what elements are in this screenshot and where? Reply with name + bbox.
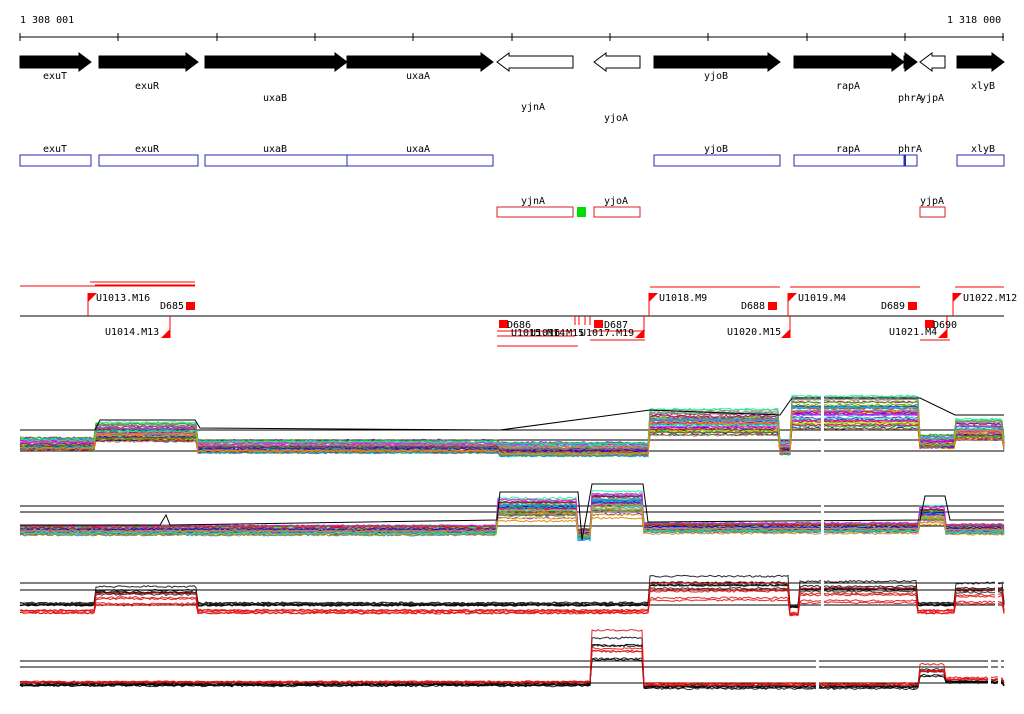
probe-label-lower: D690 [933, 320, 957, 331]
operon-label-exuT: exuT [43, 144, 67, 155]
gene-label-yjnA: yjnA [521, 102, 545, 113]
gene-label-exuT: exuT [43, 71, 67, 82]
gene-arrow-uxaA[interactable] [346, 52, 494, 72]
gene-arrow-yjoA[interactable] [593, 52, 641, 72]
operon-label-xlyB: xlyB [971, 144, 995, 155]
probe-label-lower: D687 [604, 320, 628, 331]
probe-label-lower: U1016.M15 [530, 328, 584, 339]
operon-label-uxaB: uxaB [263, 144, 287, 155]
expression-panel-1 [19, 394, 1005, 460]
probe-label-lower: D686 [507, 320, 531, 331]
operon-label-exuR: exuR [135, 144, 160, 155]
probe-label-upper: U1022.M12 [963, 293, 1017, 304]
probe-label-lower: U1021.M4 [889, 327, 937, 338]
coordinate-ruler: 1 308 001 1 318 000 [19, 15, 1004, 41]
probe-marker [186, 302, 195, 310]
gene-label-uxaB: uxaB [263, 93, 287, 104]
coord-end: 1 318 000 [947, 15, 1001, 26]
operon-label-yjoB: yjoB [704, 144, 728, 155]
gene-arrow-exuR[interactable] [98, 52, 199, 72]
operon-box-exuR[interactable] [98, 154, 199, 167]
operon-box-yjnA[interactable] [496, 206, 574, 218]
probe-marker [908, 302, 917, 310]
probe-label-lower: U1020.M15 [727, 327, 781, 338]
probe-marker [499, 320, 508, 328]
probe-label-upper: D689 [881, 301, 905, 312]
expression-panel-3 [19, 570, 1005, 620]
gene-label-yjoB: yjoB [704, 71, 728, 82]
gene-label-exuR: exuR [135, 81, 160, 92]
expression-panel-4 [19, 628, 1005, 700]
probe-label-lower: U1014.M13 [105, 327, 159, 338]
gene-arrow-uxaB[interactable] [204, 52, 348, 72]
gene-arrow-yjpA[interactable] [919, 52, 946, 72]
gene-label-yjpA: yjpA [920, 93, 944, 104]
operon-track-red: yjnA yjoA yjpA [496, 196, 946, 218]
probe-label-upper: U1013.M16 [96, 293, 150, 304]
operon-box-yjoB[interactable] [653, 154, 781, 167]
gene-arrow-yjoB[interactable] [653, 52, 781, 72]
gene-arrow-rapA[interactable] [793, 52, 905, 72]
probe-marker [594, 320, 603, 328]
operon-label-rapA: rapA [836, 144, 860, 155]
expression-panel-2 [19, 480, 1005, 545]
coord-start: 1 308 001 [20, 15, 74, 26]
gene-label-rapA: rapA [836, 81, 860, 92]
operon-box-xlyB[interactable] [956, 154, 1005, 167]
operon-box-yjpA[interactable] [919, 206, 946, 218]
operon-label-yjnA: yjnA [521, 196, 545, 207]
gene-arrow-xlyB[interactable] [956, 52, 1005, 72]
operon-label-uxaA: uxaA [406, 144, 430, 155]
probe-label-upper: D688 [741, 301, 765, 312]
operon-box-rapA[interactable] [793, 154, 905, 167]
gene-label-phrA: phrA [898, 93, 922, 104]
gene-arrow-phrA[interactable] [903, 52, 918, 72]
probe-marker [925, 320, 934, 328]
operon-box-yjoA[interactable] [593, 206, 641, 218]
probe-label-upper: U1018.M9 [659, 293, 707, 304]
operon-label-yjoA: yjoA [604, 196, 628, 207]
probe-label-upper: U1019.M4 [798, 293, 846, 304]
gene-arrow-track: exuT exuR uxaB uxaA yjnA yjoA yjoB rapA phrAyjpA… [19, 52, 1005, 124]
gene-arrow-exuT[interactable] [19, 52, 92, 72]
green-marker [577, 207, 586, 217]
operon-box-uxaB[interactable] [204, 154, 348, 167]
probe-label-upper: D685 [160, 301, 184, 312]
operon-label-phrA: phrA [898, 144, 922, 155]
gene-label-yjoA: yjoA [604, 113, 628, 124]
probe-track: U1013.M16 D685 U1018.M9 D688 U1019.M4 D689 U10… [20, 281, 1017, 347]
gene-label-uxaA: uxaA [406, 71, 430, 82]
gene-label-xlyB: xlyB [971, 81, 995, 92]
operon-box-exuT[interactable] [19, 154, 92, 167]
operon-track-blue: exuT exuR uxaB uxaA yjoB rapA phrA xlyB [19, 144, 1005, 167]
probe-label-lower: U1015.M14 [511, 328, 565, 339]
probe-marker [768, 302, 777, 310]
operon-box-uxaA[interactable] [346, 154, 494, 167]
gene-arrow-yjnA[interactable] [496, 52, 574, 72]
operon-label-yjpA: yjpA [920, 196, 944, 207]
probe-label-lower: U1017.M19 [580, 328, 634, 339]
